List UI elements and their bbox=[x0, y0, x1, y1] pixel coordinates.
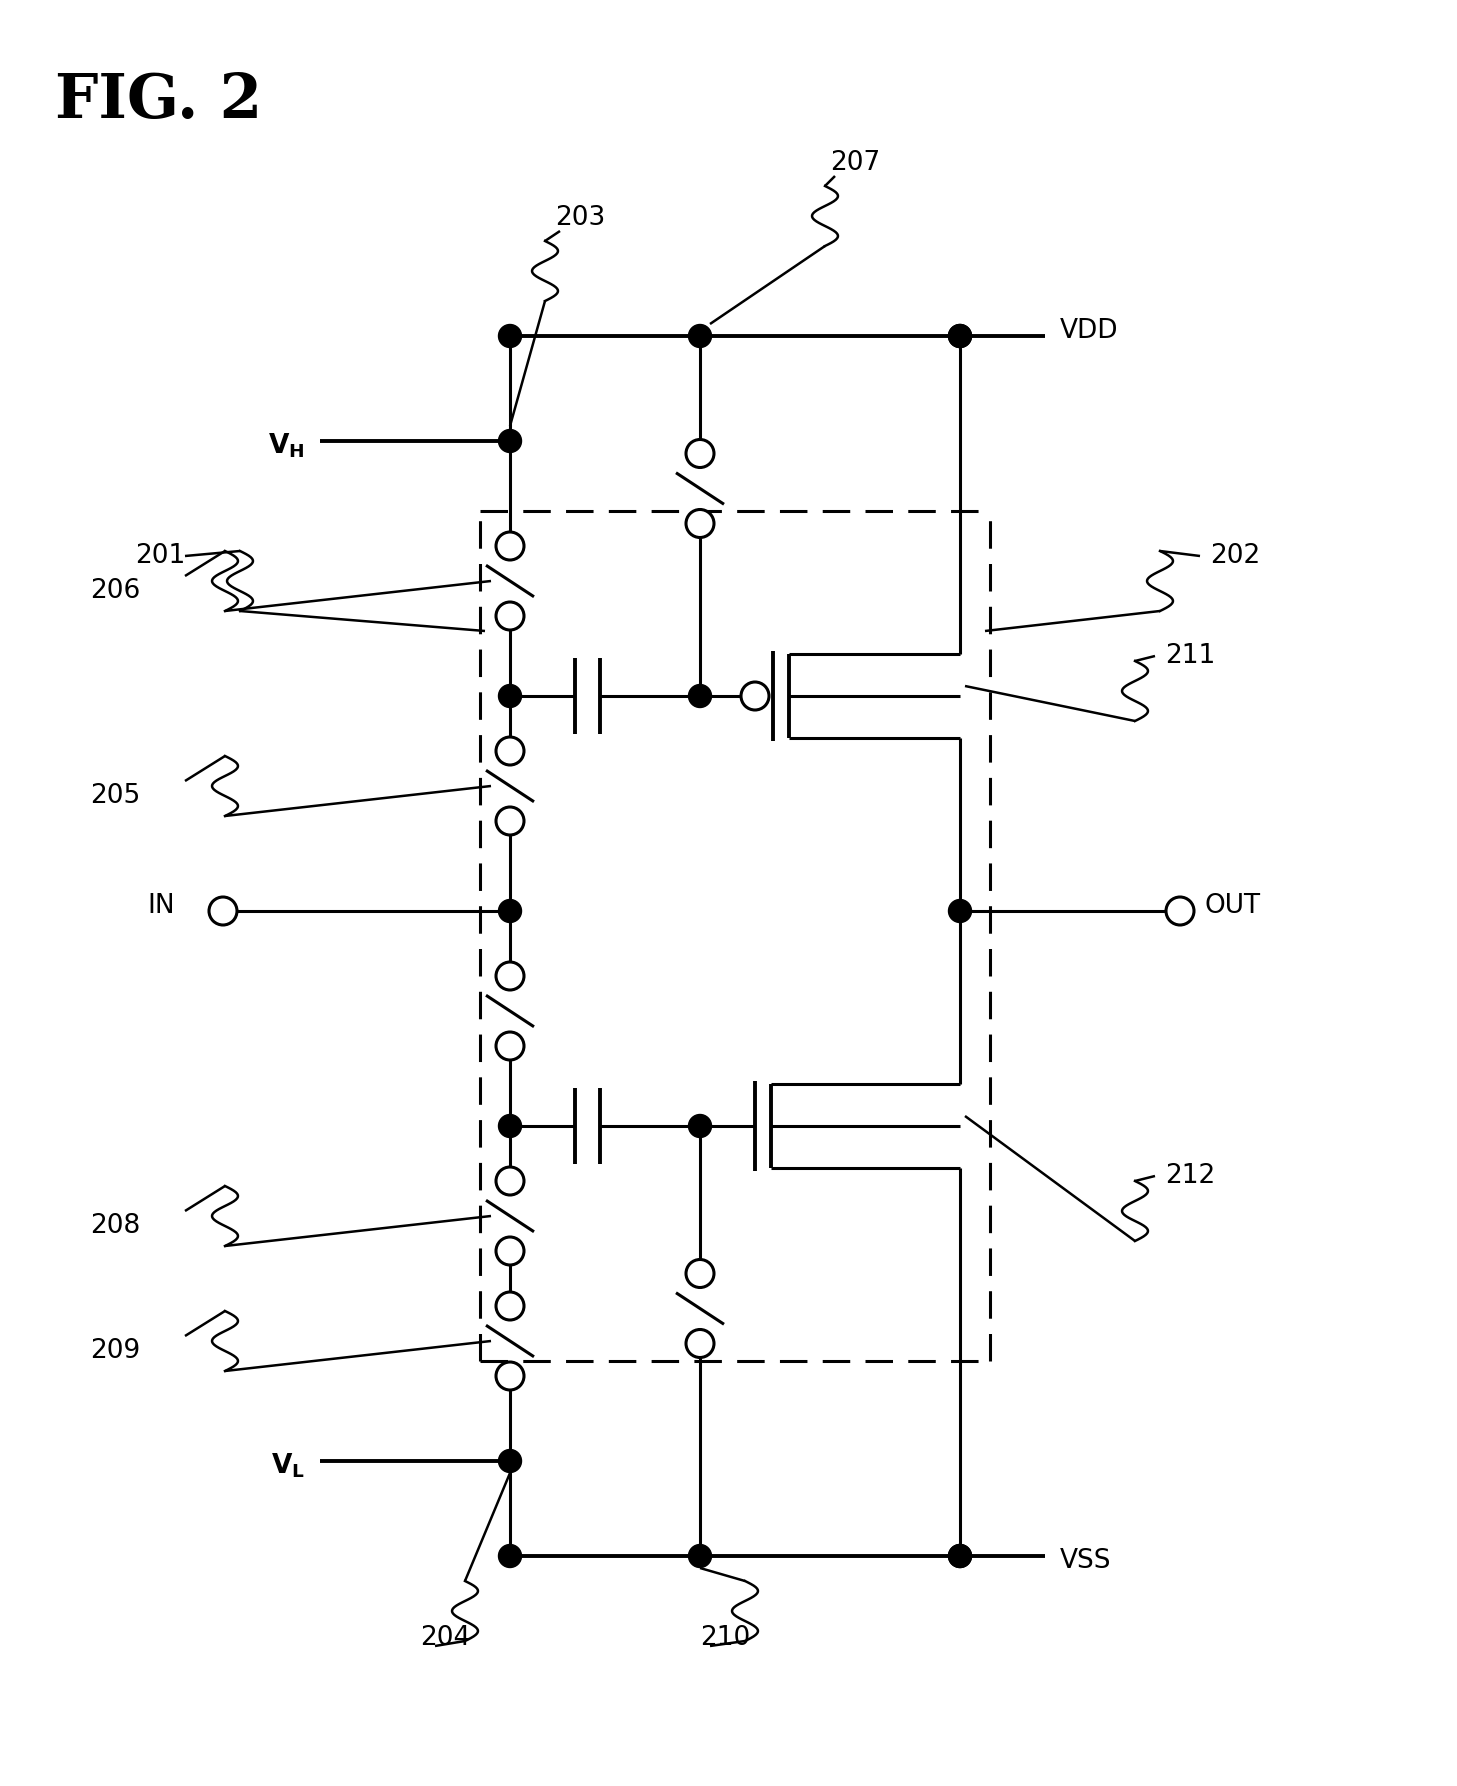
Circle shape bbox=[498, 1450, 522, 1472]
Circle shape bbox=[495, 963, 525, 989]
Text: VDD: VDD bbox=[1061, 318, 1119, 345]
Text: 211: 211 bbox=[1166, 643, 1215, 670]
Circle shape bbox=[208, 897, 237, 925]
Text: 201: 201 bbox=[136, 543, 185, 570]
Circle shape bbox=[686, 1329, 714, 1357]
Circle shape bbox=[495, 1032, 525, 1061]
Circle shape bbox=[949, 1545, 972, 1568]
Circle shape bbox=[949, 1545, 972, 1568]
Circle shape bbox=[686, 1259, 714, 1288]
Circle shape bbox=[495, 602, 525, 630]
Circle shape bbox=[495, 807, 525, 836]
Text: 209: 209 bbox=[90, 1338, 140, 1365]
Circle shape bbox=[498, 429, 522, 452]
Circle shape bbox=[689, 1545, 711, 1568]
Text: $\mathbf{V_H}$: $\mathbf{V_H}$ bbox=[268, 432, 305, 461]
Circle shape bbox=[498, 900, 522, 923]
Circle shape bbox=[689, 1114, 711, 1138]
Circle shape bbox=[686, 509, 714, 538]
Circle shape bbox=[495, 1166, 525, 1195]
Circle shape bbox=[495, 1291, 525, 1320]
Circle shape bbox=[495, 1363, 525, 1390]
Circle shape bbox=[949, 325, 972, 348]
Text: OUT: OUT bbox=[1205, 893, 1262, 920]
Circle shape bbox=[498, 325, 522, 348]
Circle shape bbox=[498, 1114, 522, 1138]
Circle shape bbox=[949, 900, 972, 923]
Circle shape bbox=[495, 1238, 525, 1264]
Text: 203: 203 bbox=[555, 205, 605, 230]
Text: 207: 207 bbox=[830, 150, 880, 177]
Text: 202: 202 bbox=[1209, 543, 1260, 570]
Text: 210: 210 bbox=[699, 1625, 750, 1650]
Text: IN: IN bbox=[147, 893, 175, 920]
Circle shape bbox=[689, 684, 711, 707]
Text: 205: 205 bbox=[90, 782, 140, 809]
Text: VSS: VSS bbox=[1061, 1548, 1112, 1573]
Circle shape bbox=[495, 532, 525, 561]
Circle shape bbox=[742, 682, 769, 711]
Text: 204: 204 bbox=[420, 1625, 471, 1650]
Circle shape bbox=[949, 325, 972, 348]
Circle shape bbox=[689, 325, 711, 348]
Circle shape bbox=[495, 738, 525, 764]
Text: $\mathbf{V_L}$: $\mathbf{V_L}$ bbox=[271, 1452, 305, 1481]
Text: 208: 208 bbox=[90, 1213, 140, 1239]
Text: 206: 206 bbox=[90, 579, 140, 604]
Text: FIG. 2: FIG. 2 bbox=[55, 71, 262, 130]
Circle shape bbox=[686, 439, 714, 468]
Circle shape bbox=[498, 1545, 522, 1568]
Circle shape bbox=[1166, 897, 1193, 925]
Circle shape bbox=[498, 684, 522, 707]
Text: 212: 212 bbox=[1166, 1163, 1215, 1189]
